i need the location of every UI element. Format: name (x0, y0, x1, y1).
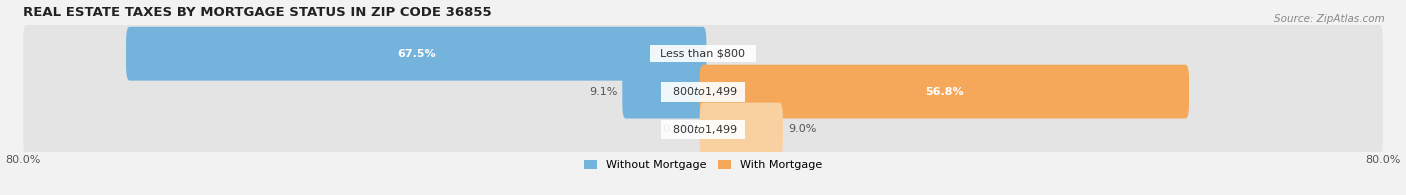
FancyBboxPatch shape (24, 61, 1382, 122)
Text: Source: ZipAtlas.com: Source: ZipAtlas.com (1274, 14, 1385, 24)
FancyBboxPatch shape (700, 103, 783, 156)
Text: REAL ESTATE TAXES BY MORTGAGE STATUS IN ZIP CODE 36855: REAL ESTATE TAXES BY MORTGAGE STATUS IN … (24, 5, 492, 19)
Text: $800 to $1,499: $800 to $1,499 (665, 123, 741, 136)
Legend: Without Mortgage, With Mortgage: Without Mortgage, With Mortgage (579, 155, 827, 175)
FancyBboxPatch shape (127, 27, 706, 81)
FancyBboxPatch shape (700, 65, 1189, 119)
FancyBboxPatch shape (623, 65, 706, 119)
FancyBboxPatch shape (24, 23, 1382, 84)
Text: 9.1%: 9.1% (589, 87, 617, 97)
Text: 56.8%: 56.8% (925, 87, 963, 97)
Text: $800 to $1,499: $800 to $1,499 (665, 85, 741, 98)
Text: 67.5%: 67.5% (396, 49, 436, 59)
Text: 9.0%: 9.0% (787, 124, 817, 135)
Text: Less than $800: Less than $800 (654, 49, 752, 59)
Text: 0.0%: 0.0% (716, 49, 744, 59)
FancyBboxPatch shape (24, 99, 1382, 160)
Text: 0.0%: 0.0% (662, 124, 690, 135)
